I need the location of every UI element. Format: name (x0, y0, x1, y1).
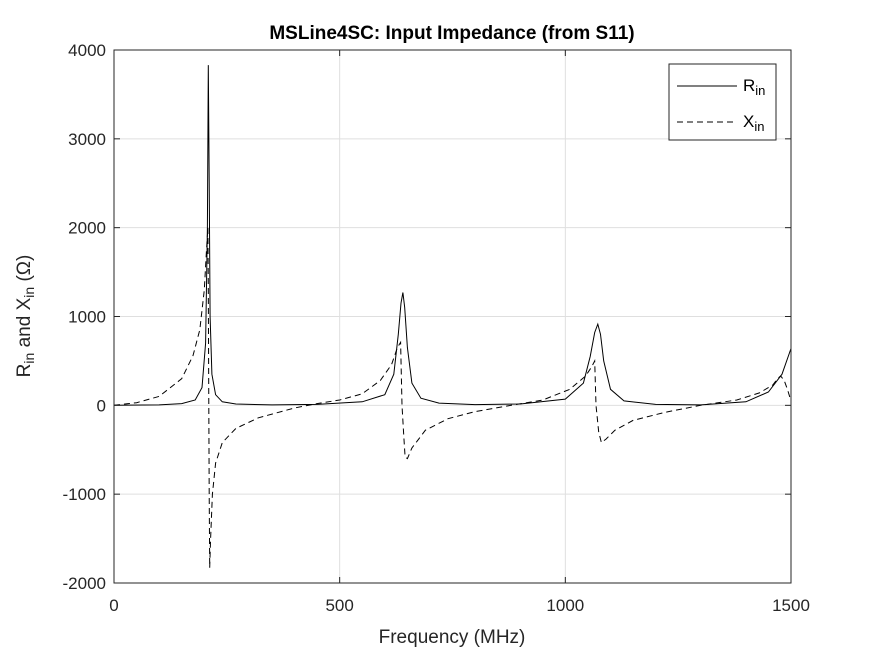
x-tick-label: 0 (109, 596, 118, 615)
y-tick-label: 1000 (68, 308, 106, 327)
x-axis-label: Frequency (MHz) (379, 627, 526, 648)
x-tick-label: 1500 (772, 596, 810, 615)
y-label-text: (Ω) (14, 255, 35, 287)
y-axis-label: Rin and Xin (Ω) (14, 255, 37, 378)
y-label-subscript: in (21, 287, 37, 298)
y-tick-label: 0 (97, 396, 106, 415)
legend-label-text: X (743, 112, 754, 131)
y-tick-label: 2000 (68, 219, 106, 238)
legend-label-subscript: in (755, 83, 765, 98)
legend-label-text: R (743, 76, 755, 95)
y-tick-label: -2000 (63, 574, 106, 593)
series-layer (113, 65, 792, 568)
y-label-text: R (14, 364, 35, 378)
y-label-subscript: in (21, 353, 37, 364)
x-tick-label: 1000 (546, 596, 584, 615)
legend-label-subscript: in (754, 119, 764, 134)
series-line-xin (113, 227, 792, 568)
legend-label: Xin (743, 112, 764, 134)
y-label-text: and X (14, 297, 35, 352)
chart-title: MSLine4SC: Input Impedance (from S11) (269, 23, 634, 44)
series-line-rin (113, 65, 792, 406)
y-tick-label: 3000 (68, 130, 106, 149)
ticks: 0 500 1000 1500 -2000 -1000 0 1000 2000 3000 4000 (63, 41, 810, 615)
legend-box (668, 63, 777, 141)
y-tick-label: -1000 (63, 485, 106, 504)
legend-label: Rin (743, 76, 765, 98)
y-tick-label: 4000 (68, 41, 106, 60)
x-tick-label: 500 (325, 596, 353, 615)
